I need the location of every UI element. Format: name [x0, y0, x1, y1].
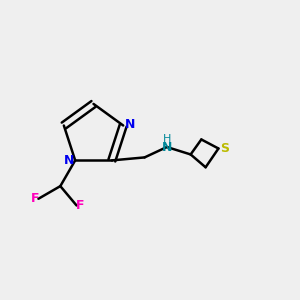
Text: S: S: [220, 142, 230, 155]
Text: F: F: [31, 192, 39, 205]
Text: N: N: [124, 118, 135, 131]
Text: N: N: [162, 140, 172, 154]
Text: N: N: [64, 154, 74, 167]
Text: H: H: [163, 134, 171, 144]
Text: F: F: [76, 199, 84, 212]
